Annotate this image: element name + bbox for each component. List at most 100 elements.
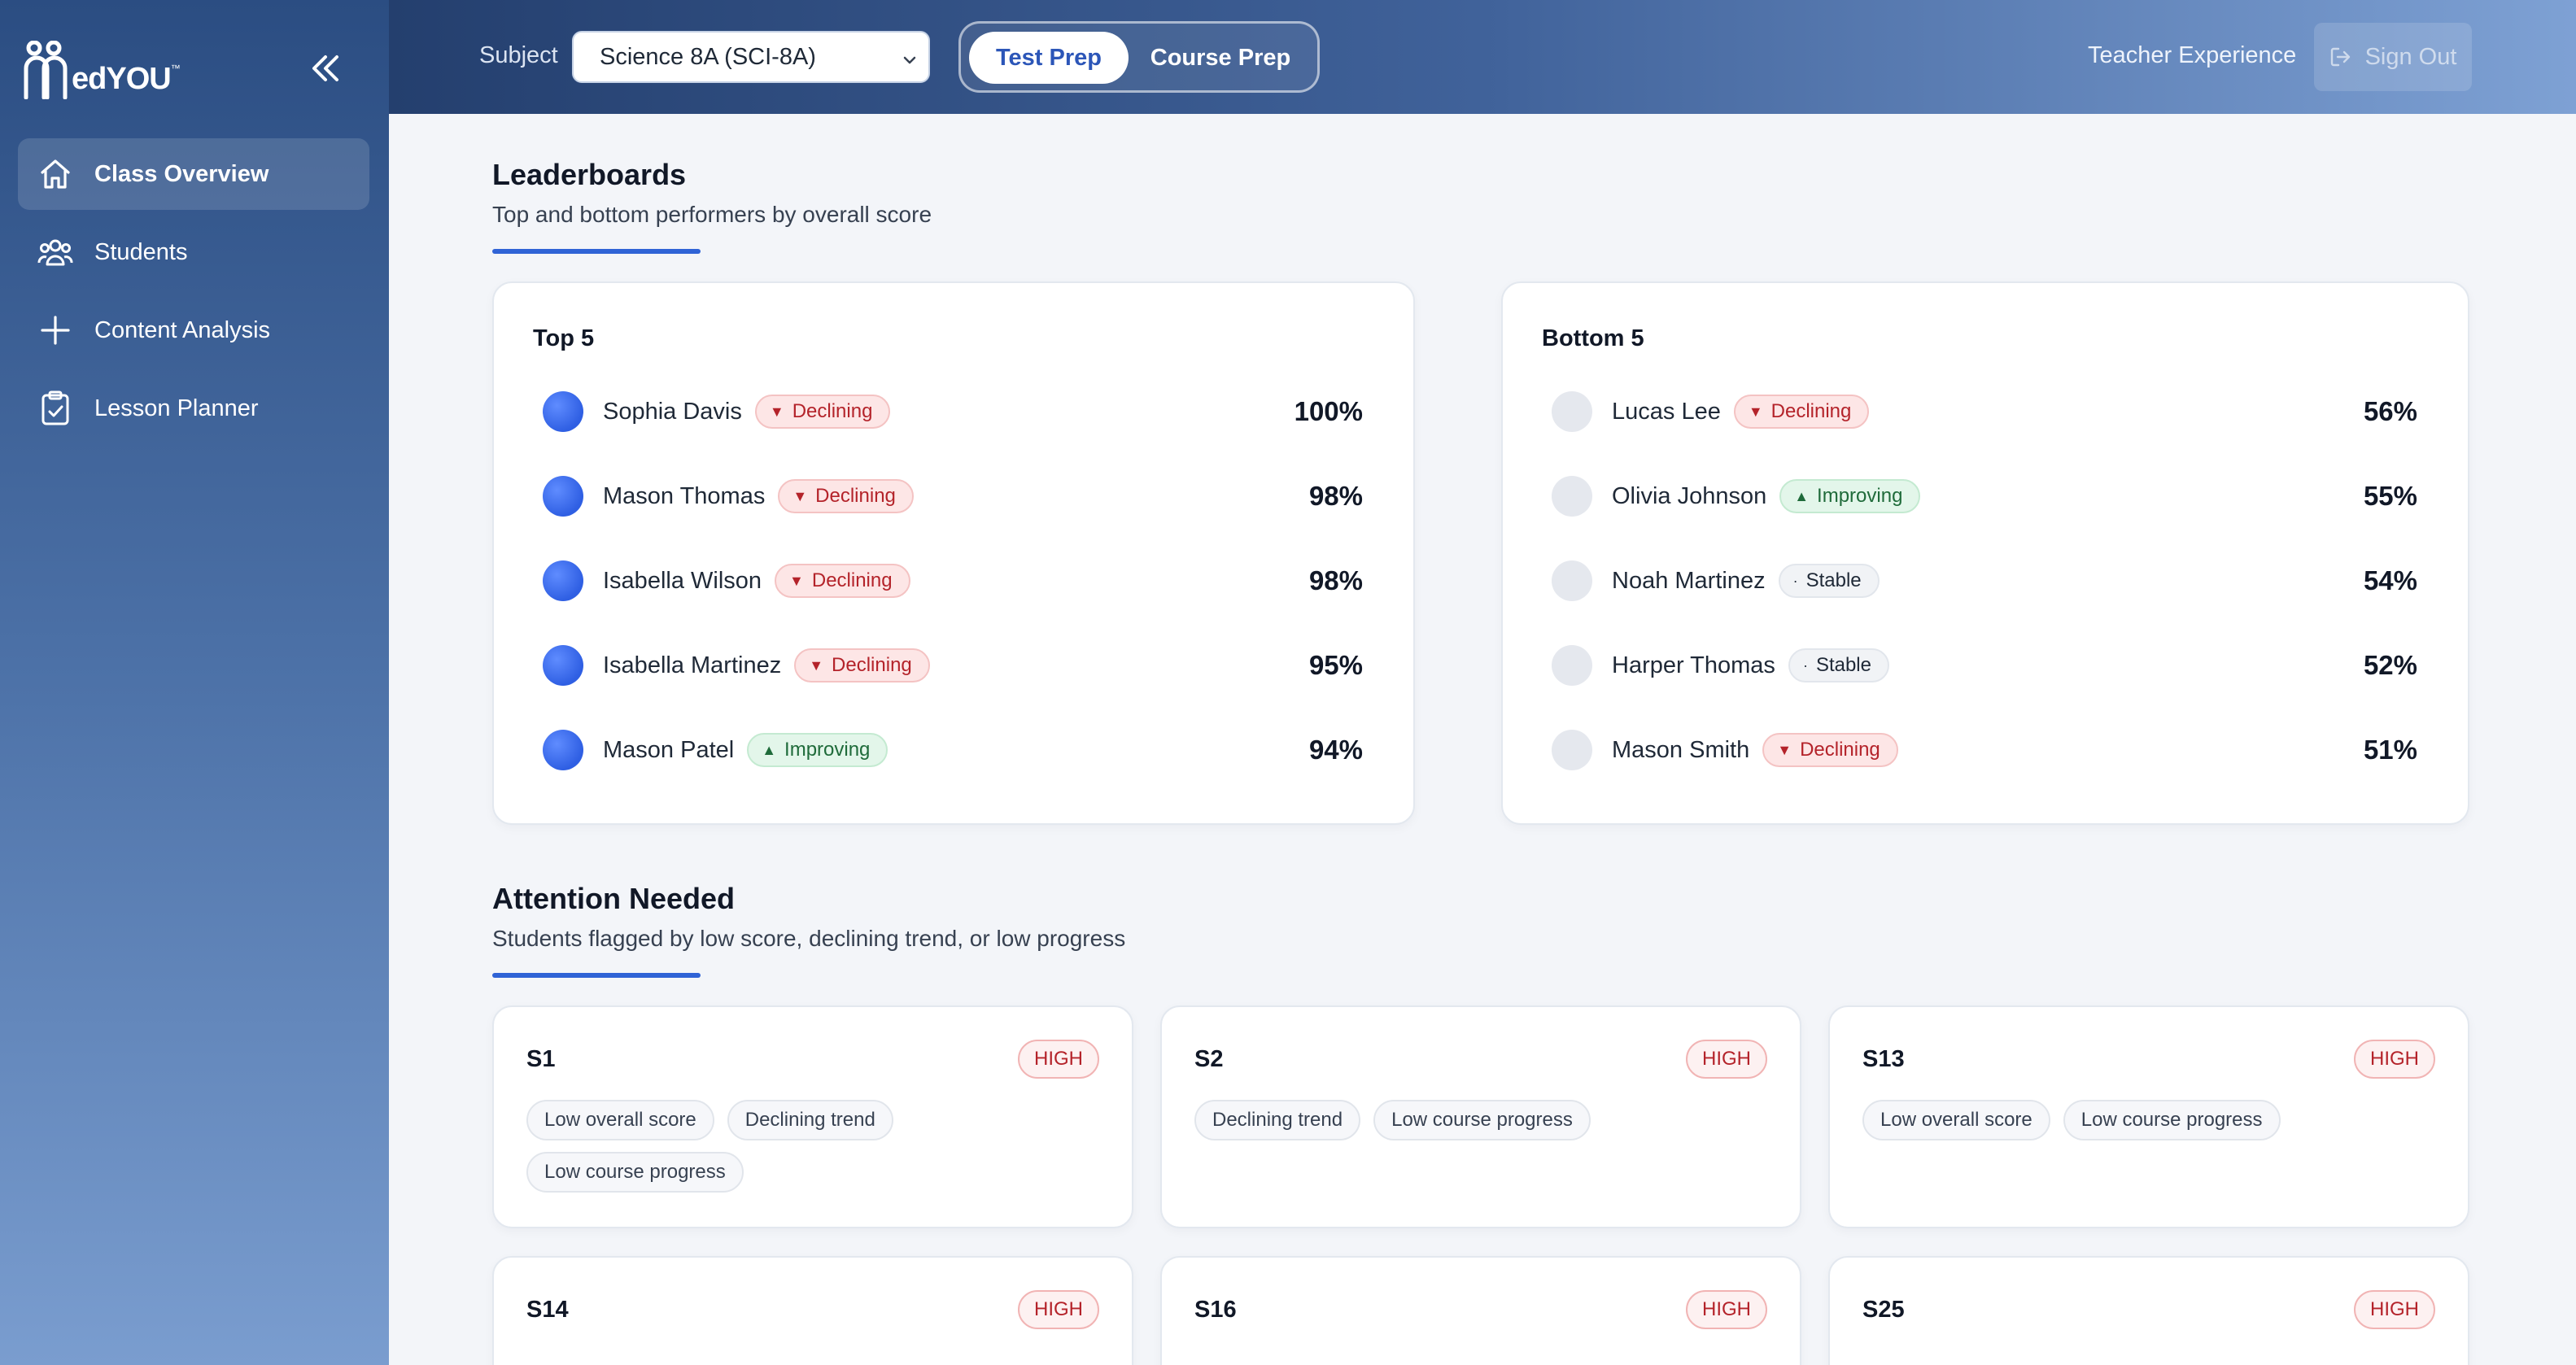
edyou-logo[interactable]: edYOU™	[23, 41, 181, 99]
priority-badge: HIGH	[1686, 1290, 1767, 1329]
flag-tags: Low overall score Low course progress	[1862, 1100, 2367, 1140]
triangle-down-icon: ▼	[789, 572, 804, 589]
trend-badge: ▼ Declining	[754, 395, 891, 429]
leaderboard-row[interactable]: Olivia Johnson ▲ Improving 55%	[1552, 472, 2417, 521]
sidebar-item-lesson-planner[interactable]: Lesson Planner	[18, 373, 369, 444]
attention-card[interactable]: S13 HIGH Low overall score Low course pr…	[1828, 1005, 2469, 1228]
leaderboard-row[interactable]: Isabella Martinez ▼ Declining 95%	[543, 641, 1363, 690]
leaderboard-row[interactable]: Mason Patel ▲ Improving 94%	[543, 726, 1363, 774]
top-bar: Subject Science 8A (SCI-8A) Test Prep Co…	[389, 0, 2576, 114]
sidebar-item-label: Class Overview	[94, 160, 269, 187]
dot-icon: ·	[1792, 572, 1798, 589]
student-id: S13	[1862, 1046, 1905, 1072]
flag-tag: Low course progress	[526, 1152, 744, 1193]
leaderboards-underline	[492, 249, 701, 254]
avatar	[543, 476, 583, 517]
student-score: 55%	[2363, 481, 2417, 511]
collapse-sidebar-button[interactable]	[306, 49, 345, 88]
trend-badge: ▼ Declining	[794, 648, 930, 682]
sidebar-item-class-overview[interactable]: Class Overview	[18, 138, 369, 210]
student-id: S2	[1194, 1046, 1224, 1072]
student-id: S16	[1194, 1297, 1237, 1323]
student-name: Mason Smith	[1612, 736, 1750, 763]
leaderboard-row[interactable]: Lucas Lee ▼ Declining 56%	[1552, 387, 2417, 436]
triangle-down-icon: ▼	[1777, 741, 1792, 758]
student-score: 95%	[1308, 650, 1363, 680]
test-prep-button[interactable]: Test Prep	[969, 32, 1129, 84]
home-icon	[37, 156, 73, 192]
flag-tag: Declining trend	[1194, 1100, 1361, 1140]
top-5-title: Top 5	[533, 325, 595, 351]
triangle-down-icon: ▼	[1748, 403, 1763, 420]
leaderboard-row[interactable]: Noah Martinez · Stable 54%	[1552, 556, 2417, 605]
student-id: S1	[526, 1046, 556, 1072]
priority-badge: HIGH	[2354, 1040, 2435, 1079]
leaderboard-row[interactable]: Harper Thomas · Stable 52%	[1552, 641, 2417, 690]
flag-tag: Low overall score	[1862, 1100, 2050, 1140]
bottom-5-card: Bottom 5 Lucas Lee ▼ Declining 56% Olivia…	[1501, 281, 2469, 825]
triangle-down-icon: ▼	[809, 656, 824, 674]
student-name: Lucas Lee	[1612, 398, 1721, 425]
flag-tag: Declining trend	[727, 1100, 893, 1140]
leaderboard-row[interactable]: Sophia Davis ▼ Declining 100%	[543, 387, 1363, 436]
attention-underline	[492, 973, 701, 978]
chevron-down-icon	[901, 49, 919, 76]
avatar	[543, 560, 583, 601]
subject-label: Subject	[479, 42, 558, 68]
flag-tags: Declining trend Low course progress	[1194, 1100, 1699, 1140]
trend-badge: ▼ Declining	[778, 479, 914, 513]
leaderboards-title: Leaderboards	[492, 158, 687, 191]
avatar	[543, 391, 583, 432]
teacher-experience-link[interactable]: Teacher Experience	[2088, 42, 2297, 68]
sidebar-item-label: Students	[94, 238, 188, 265]
sidebar-nav: Class Overview Students Content Analysis…	[18, 138, 369, 451]
student-name: Mason Thomas	[603, 482, 766, 509]
sign-out-button[interactable]: Sign Out	[2314, 23, 2472, 91]
trend-badge: ▼ Declining	[1762, 733, 1898, 767]
logo-text: edYOU™	[72, 62, 181, 96]
student-name: Harper Thomas	[1612, 652, 1775, 678]
sidebar-item-content-analysis[interactable]: Content Analysis	[18, 294, 369, 366]
flag-tags: Low overall score Declining trend Low co…	[526, 1100, 1031, 1193]
attention-card[interactable]: S14 HIGH	[492, 1256, 1133, 1365]
avatar	[1552, 476, 1592, 517]
attention-subtitle: Students flagged by low score, declining…	[492, 926, 1126, 951]
leaderboards-subtitle: Top and bottom performers by overall sco…	[492, 202, 932, 227]
avatar	[1552, 730, 1592, 770]
flag-tag: Low course progress	[2063, 1100, 2281, 1140]
trend-badge: · Stable	[1778, 564, 1880, 598]
student-name: Mason Patel	[603, 736, 735, 763]
attention-card[interactable]: S1 HIGH Low overall score Declining tren…	[492, 1005, 1133, 1228]
student-score: 51%	[2363, 735, 2417, 765]
flag-tag: Low overall score	[526, 1100, 714, 1140]
sidebar-item-students[interactable]: Students	[18, 216, 369, 288]
student-name: Noah Martinez	[1612, 567, 1766, 594]
bottom-5-title: Bottom 5	[1542, 325, 1644, 351]
leaderboard-row[interactable]: Mason Smith ▼ Declining 51%	[1552, 726, 2417, 774]
student-id: S25	[1862, 1297, 1905, 1323]
top-5-card: Top 5 Sophia Davis ▼ Declining 100% Mason…	[492, 281, 1415, 825]
clipboard-icon	[37, 390, 73, 426]
flag-tag: Low course progress	[1373, 1100, 1591, 1140]
avatar	[543, 730, 583, 770]
avatar	[1552, 645, 1592, 686]
triangle-up-icon: ▲	[762, 741, 777, 758]
triangle-up-icon: ▲	[1794, 487, 1810, 504]
subject-select[interactable]: Science 8A (SCI-8A)	[572, 31, 930, 83]
priority-badge: HIGH	[2354, 1290, 2435, 1329]
trend-badge: · Stable	[1788, 648, 1889, 682]
attention-card[interactable]: S16 HIGH	[1160, 1256, 1801, 1365]
leaderboard-row[interactable]: Mason Thomas ▼ Declining 98%	[543, 472, 1363, 521]
attention-card[interactable]: S25 HIGH	[1828, 1256, 2469, 1365]
dot-icon: ·	[1802, 656, 1808, 674]
leaderboard-row[interactable]: Isabella Wilson ▼ Declining 98%	[543, 556, 1363, 605]
trend-badge: ▼ Declining	[775, 564, 910, 598]
subject-select-value: Science 8A (SCI-8A)	[600, 43, 816, 70]
trend-badge: ▲ Improving	[747, 733, 889, 767]
triangle-down-icon: ▼	[769, 403, 784, 420]
attention-card[interactable]: S2 HIGH Declining trend Low course progr…	[1160, 1005, 1801, 1228]
course-prep-button[interactable]: Course Prep	[1150, 44, 1291, 71]
priority-badge: HIGH	[1018, 1040, 1099, 1079]
student-score: 94%	[1308, 735, 1363, 765]
student-score: 100%	[1294, 396, 1363, 426]
